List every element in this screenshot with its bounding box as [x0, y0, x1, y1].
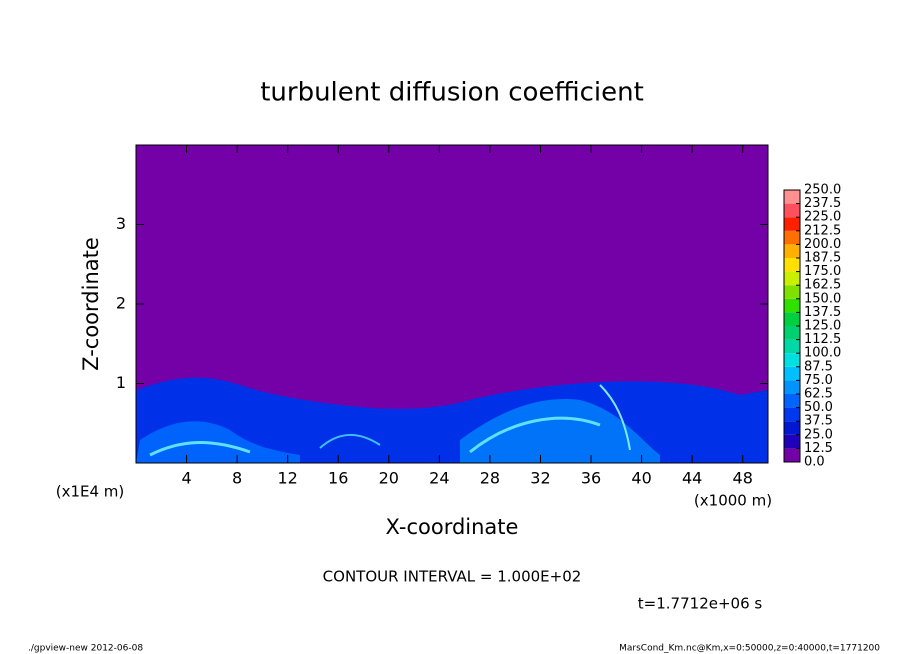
- colorbar-label: 125.0: [804, 319, 841, 334]
- colorbar-label: 50.0: [804, 400, 833, 415]
- x-tick-label: 40: [631, 469, 651, 488]
- colorbar-label: 62.5: [804, 387, 833, 402]
- y-axis-label: Z-coordinate: [79, 237, 103, 371]
- colorbar-band: [784, 353, 800, 367]
- colorbar-band: [784, 407, 800, 422]
- colorbar-band: [784, 285, 800, 299]
- x-axis-label: X-coordinate: [386, 515, 519, 539]
- field-region: [460, 399, 660, 463]
- colorbar-label: 150.0: [804, 291, 841, 306]
- colorbar-band: [784, 448, 800, 462]
- x-tick-label: 48: [733, 469, 753, 488]
- colorbar-label: 250.0: [804, 183, 841, 198]
- colorbar-label: 37.5: [804, 414, 833, 429]
- colorbar-label: 0.0: [804, 455, 825, 470]
- x-tick-label: 4: [181, 469, 191, 488]
- colorbar-label: 137.5: [804, 305, 841, 320]
- colorbar-band: [784, 271, 800, 286]
- field-streak: [469, 416, 601, 454]
- colorbar-label: 237.5: [804, 196, 841, 211]
- colorbar-band: [784, 366, 800, 381]
- field-streak: [149, 441, 251, 457]
- colorbar-label: 212.5: [804, 223, 841, 238]
- x-tick-label: 32: [530, 469, 550, 488]
- x-tick-label: 16: [328, 469, 348, 488]
- x-tick-label: 24: [429, 469, 449, 488]
- y-tick-label: 2: [116, 294, 126, 313]
- colorbar-label: 162.5: [804, 278, 841, 293]
- colorbar-label: 12.5: [804, 441, 833, 456]
- colorbar-band: [784, 394, 800, 408]
- x-axis-unit: (x1000 m): [694, 492, 772, 510]
- colorbar-band: [784, 203, 800, 218]
- time-label: t=1.7712e+06 s: [638, 595, 763, 613]
- y-tick-label: 3: [116, 214, 126, 233]
- field-streak: [319, 433, 381, 449]
- colorbar-label: 100.0: [804, 346, 841, 361]
- contour-interval: CONTOUR INTERVAL = 1.000E+02: [323, 568, 582, 586]
- colorbar-band: [784, 312, 800, 326]
- colorbar-band: [784, 326, 800, 340]
- colorbar-band: [784, 434, 800, 449]
- footer-left: ./gpview-new 2012-06-08: [28, 644, 143, 654]
- colorbar-label: 112.5: [804, 332, 841, 347]
- y-axis-unit: (x1E4 m): [56, 483, 125, 501]
- x-tick-label: 44: [682, 469, 702, 488]
- colorbar-band: [784, 421, 800, 435]
- x-tick-label: 20: [379, 469, 399, 488]
- colorbar-band: [784, 380, 800, 394]
- colorbar-band: [784, 258, 800, 272]
- x-tick-label: 28: [480, 469, 500, 488]
- colorbar-band: [784, 217, 800, 231]
- colorbar-band: [784, 298, 800, 313]
- colorbar-label: 25.0: [804, 427, 833, 442]
- colorbar-band: [784, 339, 800, 354]
- colorbar-band: [784, 190, 800, 204]
- chart-title: turbulent diffusion coefficient: [260, 78, 644, 108]
- x-tick-label: 8: [232, 469, 242, 488]
- colorbar-label: 87.5: [804, 359, 833, 374]
- footer-right: MarsCond_Km.nc@Km,x=0:50000,z=0:40000,t=…: [619, 644, 880, 654]
- colorbar-band: [784, 244, 800, 258]
- y-tick-label: 1: [116, 373, 126, 392]
- colorbar-label: 200.0: [804, 237, 841, 252]
- colorbar-label: 75.0: [804, 373, 833, 388]
- x-tick-label: 12: [278, 469, 298, 488]
- field: [136, 145, 768, 463]
- colorbar-label: 225.0: [804, 210, 841, 225]
- colorbar-band: [784, 230, 800, 245]
- colorbar-label: 187.5: [804, 251, 841, 266]
- x-tick-label: 36: [581, 469, 601, 488]
- colorbar-label: 175.0: [804, 264, 841, 279]
- field-streak: [599, 384, 631, 451]
- field-region: [136, 421, 300, 463]
